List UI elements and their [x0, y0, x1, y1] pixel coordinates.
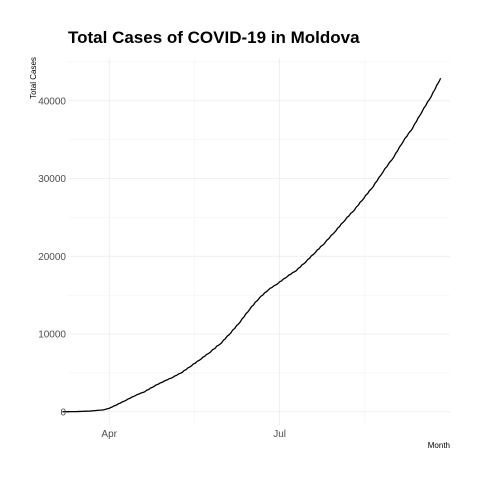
y-tick-label: 20000: [38, 252, 66, 263]
y-tick-label: 10000: [38, 330, 66, 341]
x-tick-label: Apr: [101, 429, 117, 440]
chart-title: Total Cases of COVID-19 in Moldova: [68, 28, 360, 47]
y-ticks: 0 10000 20000 30000 40000: [38, 96, 66, 418]
y-tick-label: 0: [60, 407, 66, 418]
x-ticks: Apr Jul: [101, 429, 286, 440]
series-group: [62, 77, 442, 413]
x-tick-label: Jul: [273, 429, 286, 440]
grid: [68, 58, 450, 425]
y-tick-label: 30000: [38, 174, 66, 185]
y-axis-title: Total Cases: [29, 57, 38, 99]
total-cases-line: [62, 77, 442, 413]
x-axis-title: Month: [428, 441, 450, 450]
y-tick-label: 40000: [38, 96, 66, 107]
